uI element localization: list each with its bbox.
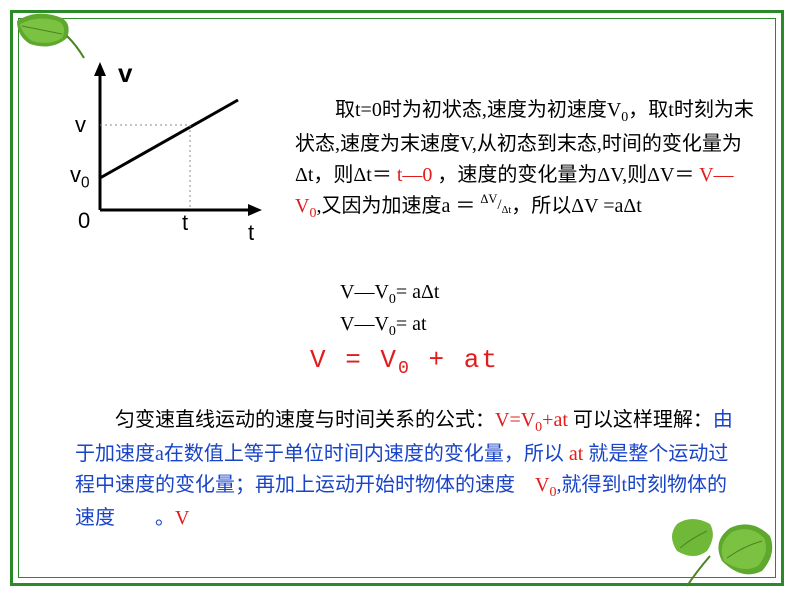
- v0-label: v0: [70, 162, 90, 192]
- equation-derivation: V—V0= aΔt V—V0= at: [340, 278, 439, 341]
- content-area: v t 0 v v0 t 取t=0时为初状态,速度为初速度V0，取t时刻为末状态…: [30, 30, 764, 566]
- paragraph-bottom: 匀变速直线运动的速度与时间关系的公式：V=V0+at 可以这样理解：由于加速度a…: [75, 405, 739, 534]
- t-tick-label: t: [182, 210, 188, 236]
- x-axis-label: t: [248, 220, 254, 246]
- red-t-0: t—0: [397, 164, 433, 186]
- paragraph-top: 取t=0时为初状态,速度为初速度V0，取t时刻为末状态,速度为末速度V,从初态到…: [295, 95, 754, 224]
- formula-inline: V=V0+at: [495, 409, 568, 431]
- fraction: ΔV/Δt: [480, 190, 511, 219]
- origin-label: 0: [78, 208, 90, 234]
- red-at: at: [569, 443, 583, 465]
- v-label: v: [75, 112, 86, 138]
- red-v0-inline: V0: [535, 474, 556, 496]
- red-v-inline: V: [175, 507, 189, 529]
- y-axis-label: v: [118, 58, 132, 89]
- main-equation: V = V0 + at: [310, 345, 499, 379]
- velocity-time-graph: v t 0 v v0 t: [70, 60, 270, 250]
